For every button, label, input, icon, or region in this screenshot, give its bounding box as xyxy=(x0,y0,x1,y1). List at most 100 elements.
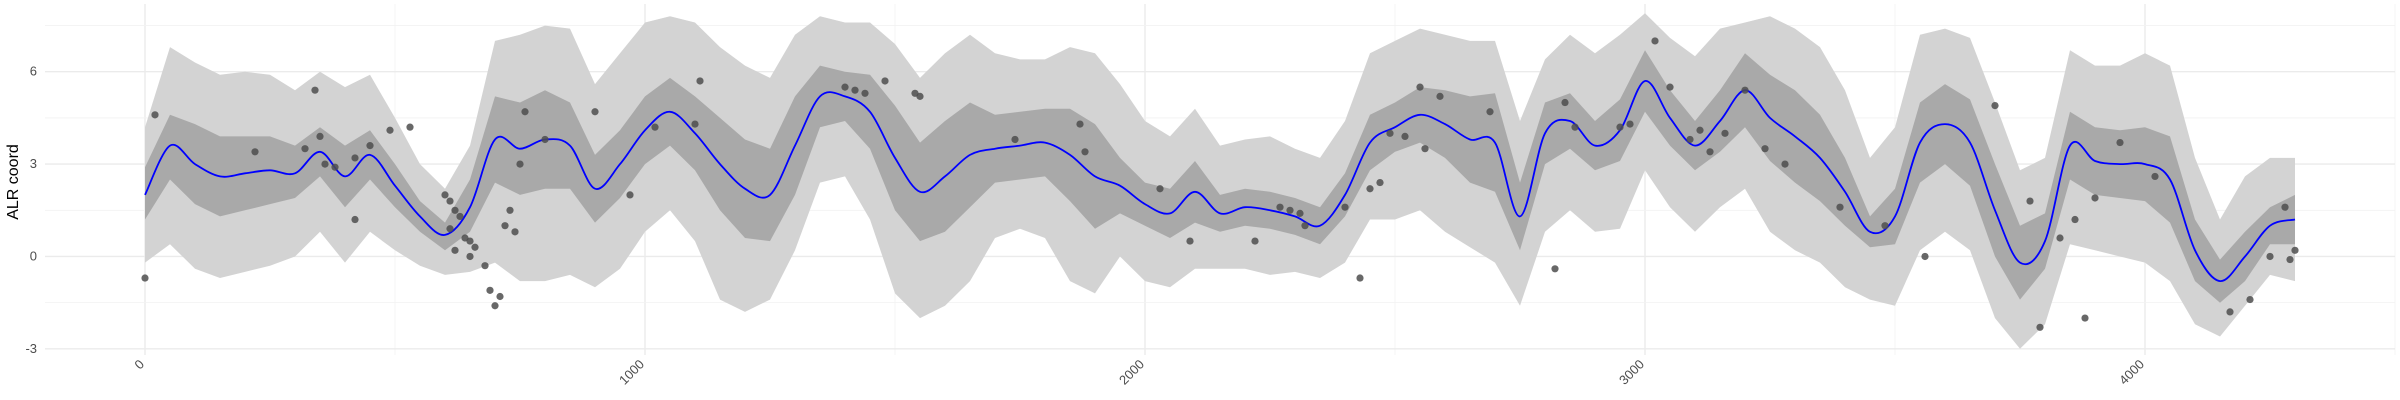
data-point xyxy=(1781,160,1789,168)
data-point xyxy=(441,191,449,199)
data-point xyxy=(1626,120,1634,128)
data-point xyxy=(521,108,529,116)
y-axis-title: ALR coord xyxy=(5,144,22,220)
data-point xyxy=(591,108,599,116)
data-point xyxy=(1376,178,1384,187)
data-point xyxy=(451,206,459,214)
data-point xyxy=(516,160,524,168)
data-point xyxy=(1881,222,1889,230)
mean-line-path xyxy=(144,80,2296,282)
data-point xyxy=(481,262,489,270)
data-point xyxy=(486,286,494,294)
y-tick-label: 6 xyxy=(30,64,37,79)
data-point xyxy=(651,123,659,131)
data-point xyxy=(446,197,454,205)
data-point xyxy=(2281,203,2289,211)
data-point xyxy=(466,237,474,245)
observed-points xyxy=(141,37,2299,331)
data-point xyxy=(916,92,924,100)
data-point xyxy=(2291,246,2299,254)
data-point xyxy=(1386,129,1394,137)
data-point xyxy=(466,252,474,261)
y-tick-label: 0 xyxy=(30,248,37,263)
data-point xyxy=(1301,222,1309,230)
data-point xyxy=(321,160,329,168)
data-point xyxy=(2151,172,2159,181)
data-point xyxy=(1276,203,1284,211)
data-point xyxy=(1706,148,1714,156)
data-point xyxy=(2071,215,2079,224)
mean-line xyxy=(144,80,2296,282)
data-point xyxy=(1011,135,1019,144)
data-point xyxy=(2266,252,2274,261)
data-point xyxy=(471,243,479,251)
data-point xyxy=(456,212,464,221)
data-point xyxy=(141,274,149,282)
data-point xyxy=(861,89,869,97)
data-point xyxy=(2026,197,2034,205)
data-point xyxy=(1571,123,1579,131)
data-point xyxy=(1186,237,1194,245)
data-point xyxy=(1761,145,1769,153)
data-point xyxy=(1251,237,1259,245)
data-point xyxy=(1156,185,1164,193)
data-point xyxy=(2226,308,2234,316)
inner-band-area xyxy=(145,50,2295,303)
data-point xyxy=(1436,92,1444,100)
data-point xyxy=(2286,255,2294,264)
x-tick-label: 0 xyxy=(131,357,147,373)
data-point xyxy=(151,111,159,119)
data-point xyxy=(851,86,859,94)
data-point xyxy=(1561,98,1569,107)
data-point xyxy=(841,83,849,91)
data-point xyxy=(406,123,414,131)
data-point xyxy=(2091,194,2099,202)
data-point xyxy=(881,77,889,85)
data-point xyxy=(351,215,359,224)
inner-band xyxy=(145,50,2295,303)
data-point xyxy=(446,225,454,233)
data-point xyxy=(1081,148,1089,156)
data-point xyxy=(501,222,509,230)
data-point xyxy=(1076,120,1084,128)
data-point xyxy=(1416,83,1424,91)
data-point xyxy=(2081,314,2089,322)
data-point xyxy=(1721,129,1729,137)
data-point xyxy=(1741,86,1749,94)
data-point xyxy=(1366,185,1374,193)
data-point xyxy=(1296,209,1304,217)
data-point xyxy=(1696,126,1704,134)
x-tick-label: 2000 xyxy=(1116,357,1147,388)
x-tick-label: 4000 xyxy=(2116,357,2147,388)
data-point xyxy=(696,77,704,85)
data-point xyxy=(1666,83,1674,91)
data-point xyxy=(2246,295,2254,304)
data-point xyxy=(316,132,324,140)
data-point xyxy=(506,206,514,214)
data-point xyxy=(1421,145,1429,153)
data-point xyxy=(691,120,699,128)
data-point xyxy=(251,148,259,156)
data-point xyxy=(301,145,309,153)
x-tick-label: 1000 xyxy=(616,357,647,388)
data-point xyxy=(491,302,499,310)
data-point xyxy=(1286,206,1294,214)
data-point xyxy=(331,163,339,171)
data-point xyxy=(496,292,504,301)
data-point xyxy=(1991,102,1999,110)
data-point xyxy=(1686,135,1694,144)
data-point xyxy=(1486,108,1494,116)
data-point xyxy=(541,135,549,144)
data-point xyxy=(1341,203,1349,211)
y-tick-label: -3 xyxy=(25,341,37,356)
data-point xyxy=(2116,138,2124,147)
x-tick-label: 3000 xyxy=(1616,357,1647,388)
data-point xyxy=(386,126,394,134)
data-point xyxy=(1836,203,1844,211)
data-point xyxy=(451,246,459,254)
data-point xyxy=(1921,252,1929,261)
data-point xyxy=(1651,37,1659,45)
data-point xyxy=(1401,132,1409,140)
data-point xyxy=(1356,274,1364,282)
